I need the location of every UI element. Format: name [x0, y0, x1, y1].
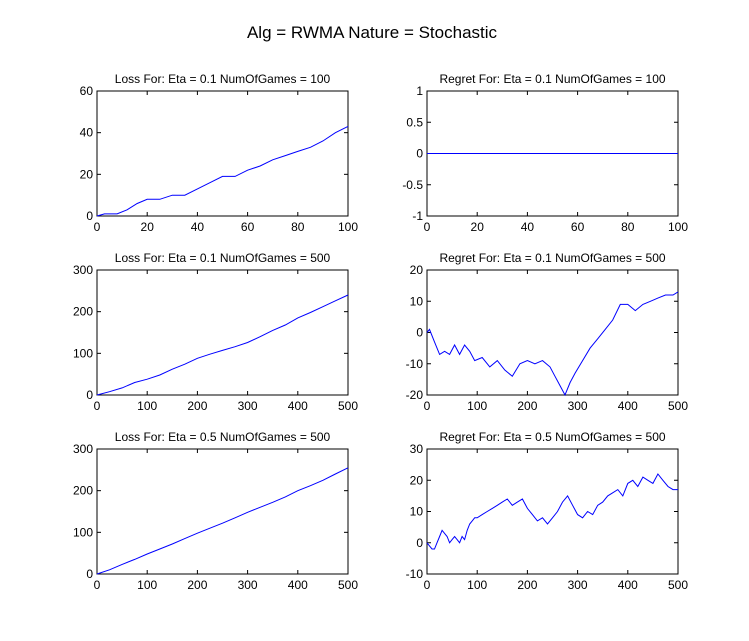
subplot-6: Regret For: Eta = 0.5 NumOfGames = 500 0 1… — [406, 430, 689, 592]
x-tick-label: 0 — [94, 220, 101, 234]
x-tick-label: 60 — [571, 220, 585, 234]
y-tick-label: 20 — [410, 263, 424, 277]
y-tick-label: 30 — [410, 442, 424, 456]
x-tick-label: 80 — [291, 220, 305, 234]
x-tick-label: 100 — [137, 578, 157, 592]
y-tick-label: 20 — [80, 167, 94, 181]
series-line — [96, 294, 349, 396]
subplot-title: Regret For: Eta = 0.1 NumOfGames = 500 — [439, 251, 665, 265]
y-tick-label: 100 — [73, 525, 93, 539]
x-tick-label: 20 — [471, 220, 485, 234]
x-tick-label: 300 — [238, 399, 258, 413]
y-tick-label: -10 — [406, 567, 424, 581]
axes-box — [96, 90, 349, 217]
figure-suptitle: Alg = RWMA Nature = Stochastic — [247, 23, 498, 42]
y-tick-label: -10 — [406, 357, 424, 371]
subplot-3: Loss For: Eta = 0.1 NumOfGames = 500 0 100… — [73, 251, 358, 413]
y-tick-label: 0 — [416, 147, 423, 161]
x-tick-label: 60 — [241, 220, 255, 234]
subplot-2: Regret For: Eta = 0.1 NumOfGames = 100 0 2… — [402, 72, 688, 234]
subplots-grid: Loss For: Eta = 0.1 NumOfGames = 100 0 20 4… — [73, 72, 688, 592]
axes-box — [96, 269, 349, 396]
x-tick-label: 400 — [288, 399, 308, 413]
y-tick-label: 300 — [73, 442, 93, 456]
y-tick-label: 100 — [73, 346, 93, 360]
axes-box — [96, 448, 349, 575]
x-tick-label: 200 — [517, 578, 537, 592]
subplot-title: Loss For: Eta = 0.1 NumOfGames = 500 — [115, 251, 331, 265]
y-tick-label: 60 — [80, 84, 94, 98]
subplot-4: Regret For: Eta = 0.1 NumOfGames = 500 0 1… — [406, 251, 689, 413]
x-tick-label: 400 — [618, 578, 638, 592]
x-tick-label: 0 — [424, 220, 431, 234]
subplot-5: Loss For: Eta = 0.5 NumOfGames = 500 0 100… — [73, 430, 358, 592]
x-tick-label: 0 — [94, 399, 101, 413]
x-tick-label: 300 — [568, 578, 588, 592]
series-line — [96, 467, 349, 575]
x-tick-label: 40 — [191, 220, 205, 234]
x-tick-label: 300 — [238, 578, 258, 592]
y-tick-label: 0 — [86, 209, 93, 223]
x-tick-label: 200 — [187, 578, 207, 592]
x-tick-label: 0 — [424, 578, 431, 592]
y-tick-label: 10 — [410, 294, 424, 308]
y-tick-label: 40 — [80, 126, 94, 140]
y-tick-label: 0 — [416, 326, 423, 340]
y-tick-label: 300 — [73, 263, 93, 277]
x-tick-label: 500 — [668, 578, 688, 592]
x-tick-label: 100 — [338, 220, 358, 234]
axes-box — [426, 448, 679, 575]
x-tick-label: 100 — [467, 399, 487, 413]
x-tick-label: 500 — [668, 399, 688, 413]
y-tick-label: 0.5 — [406, 115, 423, 129]
y-tick-label: 1 — [416, 84, 423, 98]
x-tick-label: 100 — [467, 578, 487, 592]
series-line — [426, 473, 678, 550]
y-tick-label: 20 — [410, 473, 424, 487]
x-tick-label: 0 — [424, 399, 431, 413]
series-line — [96, 125, 349, 217]
axes-box — [426, 269, 679, 396]
x-tick-label: 0 — [94, 578, 101, 592]
y-tick-label: 0 — [86, 567, 93, 581]
x-tick-label: 80 — [621, 220, 635, 234]
subplot-title: Regret For: Eta = 0.1 NumOfGames = 100 — [439, 72, 665, 86]
y-tick-label: 200 — [73, 305, 93, 319]
x-tick-label: 200 — [187, 399, 207, 413]
y-tick-label: 200 — [73, 484, 93, 498]
y-tick-label: -1 — [412, 209, 423, 223]
y-tick-label: -0.5 — [402, 178, 423, 192]
series-line — [426, 291, 679, 397]
subplot-1: Loss For: Eta = 0.1 NumOfGames = 100 0 20 4… — [80, 72, 359, 234]
subplot-title: Loss For: Eta = 0.1 NumOfGames = 100 — [115, 72, 331, 86]
subplot-title: Loss For: Eta = 0.5 NumOfGames = 500 — [115, 430, 331, 444]
x-tick-label: 20 — [141, 220, 155, 234]
y-tick-label: 10 — [410, 505, 424, 519]
x-tick-label: 300 — [568, 399, 588, 413]
y-tick-label: 0 — [86, 388, 93, 402]
y-tick-label: 0 — [416, 536, 423, 550]
x-tick-label: 500 — [338, 578, 358, 592]
x-tick-label: 500 — [338, 399, 358, 413]
x-tick-label: 400 — [618, 399, 638, 413]
subplot-title: Regret For: Eta = 0.5 NumOfGames = 500 — [439, 430, 665, 444]
x-tick-label: 40 — [521, 220, 535, 234]
x-tick-label: 100 — [668, 220, 688, 234]
x-tick-label: 200 — [517, 399, 537, 413]
x-tick-label: 400 — [288, 578, 308, 592]
y-tick-label: -20 — [406, 388, 424, 402]
x-tick-label: 100 — [137, 399, 157, 413]
